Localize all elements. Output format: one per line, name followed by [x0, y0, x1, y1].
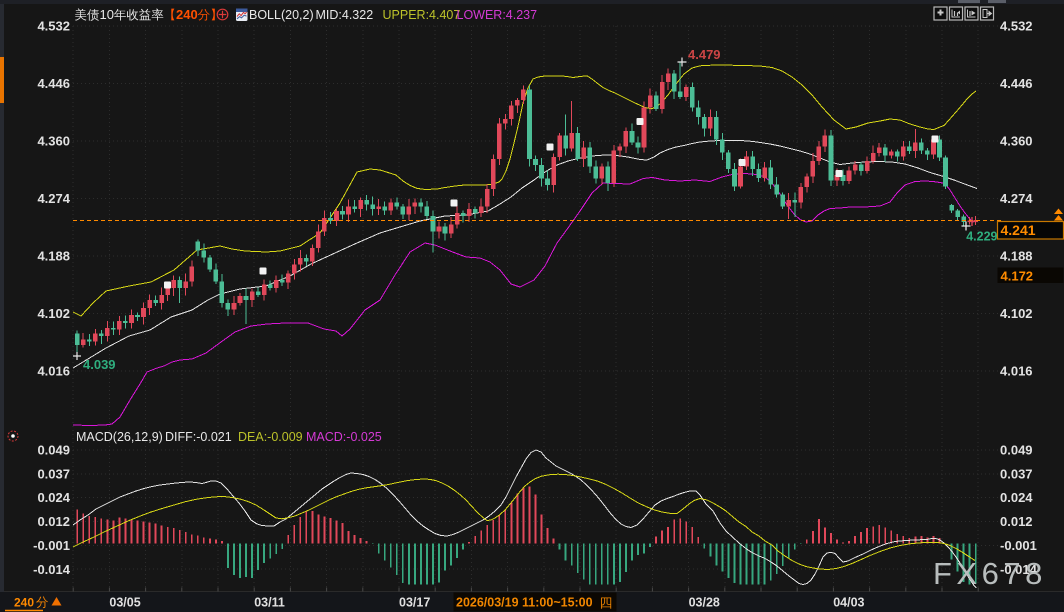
svg-text:0.049: 0.049 [1000, 443, 1033, 458]
svg-text:4.360: 4.360 [1000, 134, 1033, 149]
svg-text:4.241: 4.241 [1001, 222, 1036, 238]
svg-text:03/05: 03/05 [109, 596, 140, 610]
svg-text:240: 240 [176, 7, 198, 22]
svg-text:4.532: 4.532 [37, 19, 70, 34]
svg-text:0.024: 0.024 [37, 490, 70, 505]
svg-text:FX678: FX678 [933, 556, 1047, 591]
svg-text:4.102: 4.102 [37, 306, 70, 321]
svg-text:0.037: 0.037 [37, 466, 70, 481]
svg-text:4.188: 4.188 [37, 249, 70, 264]
svg-text:0.024: 0.024 [1000, 490, 1033, 505]
svg-text:4.229: 4.229 [966, 230, 997, 244]
svg-text:4.446: 4.446 [37, 76, 70, 91]
svg-text:0.037: 0.037 [1000, 466, 1033, 481]
svg-text:03/17: 03/17 [399, 596, 430, 610]
svg-text:4.016: 4.016 [1000, 364, 1033, 379]
svg-text:04/03: 04/03 [833, 596, 864, 610]
svg-text:-0.001: -0.001 [33, 538, 70, 553]
svg-text:03/28: 03/28 [689, 596, 720, 610]
svg-text:240: 240 [14, 596, 34, 610]
svg-text:DEA:-0.009: DEA:-0.009 [238, 430, 303, 444]
svg-text:UPPER:4.407: UPPER:4.407 [383, 8, 461, 22]
svg-text:BOLL(20,2): BOLL(20,2) [249, 8, 314, 22]
svg-text:03/11: 03/11 [254, 596, 285, 610]
svg-text:DIFF:-0.021: DIFF:-0.021 [165, 430, 232, 444]
svg-text:10: 10 [100, 7, 114, 22]
svg-text:4.274: 4.274 [37, 191, 70, 206]
svg-text:4.479: 4.479 [688, 47, 721, 62]
svg-text:0.012: 0.012 [37, 514, 70, 529]
svg-text:4.102: 4.102 [1000, 306, 1033, 321]
svg-text:2026/03/19 11:00~15:00: 2026/03/19 11:00~15:00 [456, 596, 593, 610]
svg-text:MACD:-0.025: MACD:-0.025 [306, 430, 382, 444]
svg-text:4.188: 4.188 [1000, 249, 1033, 264]
svg-text:4.532: 4.532 [1000, 19, 1033, 34]
svg-text:MACD(26,12,9): MACD(26,12,9) [76, 430, 163, 444]
svg-text:4.360: 4.360 [37, 134, 70, 149]
svg-text:-0.014: -0.014 [33, 562, 71, 577]
svg-text:0.049: 0.049 [37, 443, 70, 458]
svg-text:4.446: 4.446 [1000, 76, 1033, 91]
svg-text:4.039: 4.039 [83, 357, 116, 372]
svg-text:LOWER:4.237: LOWER:4.237 [457, 8, 538, 22]
svg-text:4.274: 4.274 [1000, 191, 1033, 206]
svg-text:MID:4.322: MID:4.322 [316, 8, 374, 22]
svg-text:4.172: 4.172 [1001, 269, 1034, 284]
svg-text:4.016: 4.016 [37, 364, 70, 379]
svg-text:-0.014: -0.014 [1000, 562, 1038, 577]
svg-text:0.012: 0.012 [1000, 514, 1033, 529]
svg-text:-0.001: -0.001 [1000, 538, 1037, 553]
